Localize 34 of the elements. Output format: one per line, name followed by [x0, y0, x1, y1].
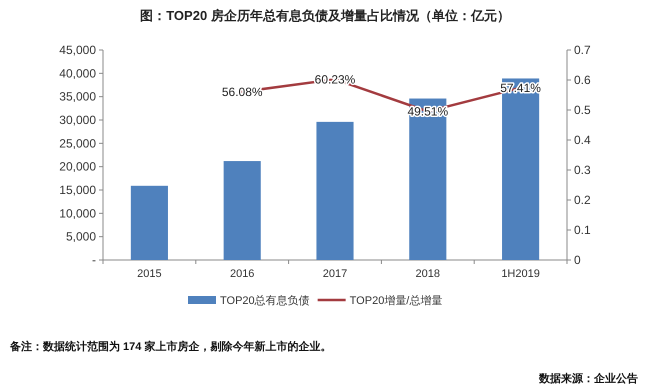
y-tick-label: 5,000	[66, 230, 96, 244]
y-tick-label: 35,000	[59, 90, 96, 104]
y-tick-label: -	[92, 253, 96, 267]
x-tick-label: 2016	[230, 268, 254, 280]
x-tick-label: 1H2019	[501, 268, 540, 280]
y2-tick-label: 0.7	[574, 43, 592, 57]
bar	[502, 78, 540, 260]
y2-tick-label: 0.3	[574, 163, 592, 177]
y-tick-label: 15,000	[59, 183, 96, 197]
y2-tick-label: 0	[574, 253, 581, 267]
data-label: 56.08%	[222, 84, 263, 99]
x-tick-label: 2017	[322, 268, 348, 280]
text: 备注：数据统计范围为 174 家上市房企，剔除今年新上市的企业。	[9, 340, 332, 353]
chart-title: 图：TOP20 房企历年总有息负债及增量占比情况（单位：亿元）	[140, 8, 510, 23]
bar	[409, 98, 446, 260]
bar	[224, 161, 261, 260]
y2-tick-label: 0.2	[574, 193, 592, 207]
bar	[316, 122, 354, 260]
y-tick-label: 20,000	[59, 160, 96, 174]
y2-tick-label: 0.1	[574, 223, 592, 237]
bar	[130, 186, 168, 260]
source-note: 数据来源：企业公告	[538, 372, 638, 385]
y-tick-label: 10,000	[59, 206, 96, 220]
x-tick-label: 2015	[137, 268, 162, 280]
y2-tick-label: 0.6	[574, 73, 592, 87]
legend-label: TOP20增量/总增量	[350, 294, 442, 307]
y2-tick-label: 0.4	[574, 133, 592, 147]
legend-label: TOP20总有息负债	[220, 294, 310, 307]
y2-tick-label: 0.5	[574, 103, 592, 117]
y-tick-label: 40,000	[59, 66, 96, 80]
y-tick-label: 45,000	[59, 43, 96, 57]
y-tick-label: 30,000	[59, 113, 96, 127]
y-tick-label: 25,000	[59, 136, 96, 150]
x-tick-label: 2018	[416, 268, 440, 280]
